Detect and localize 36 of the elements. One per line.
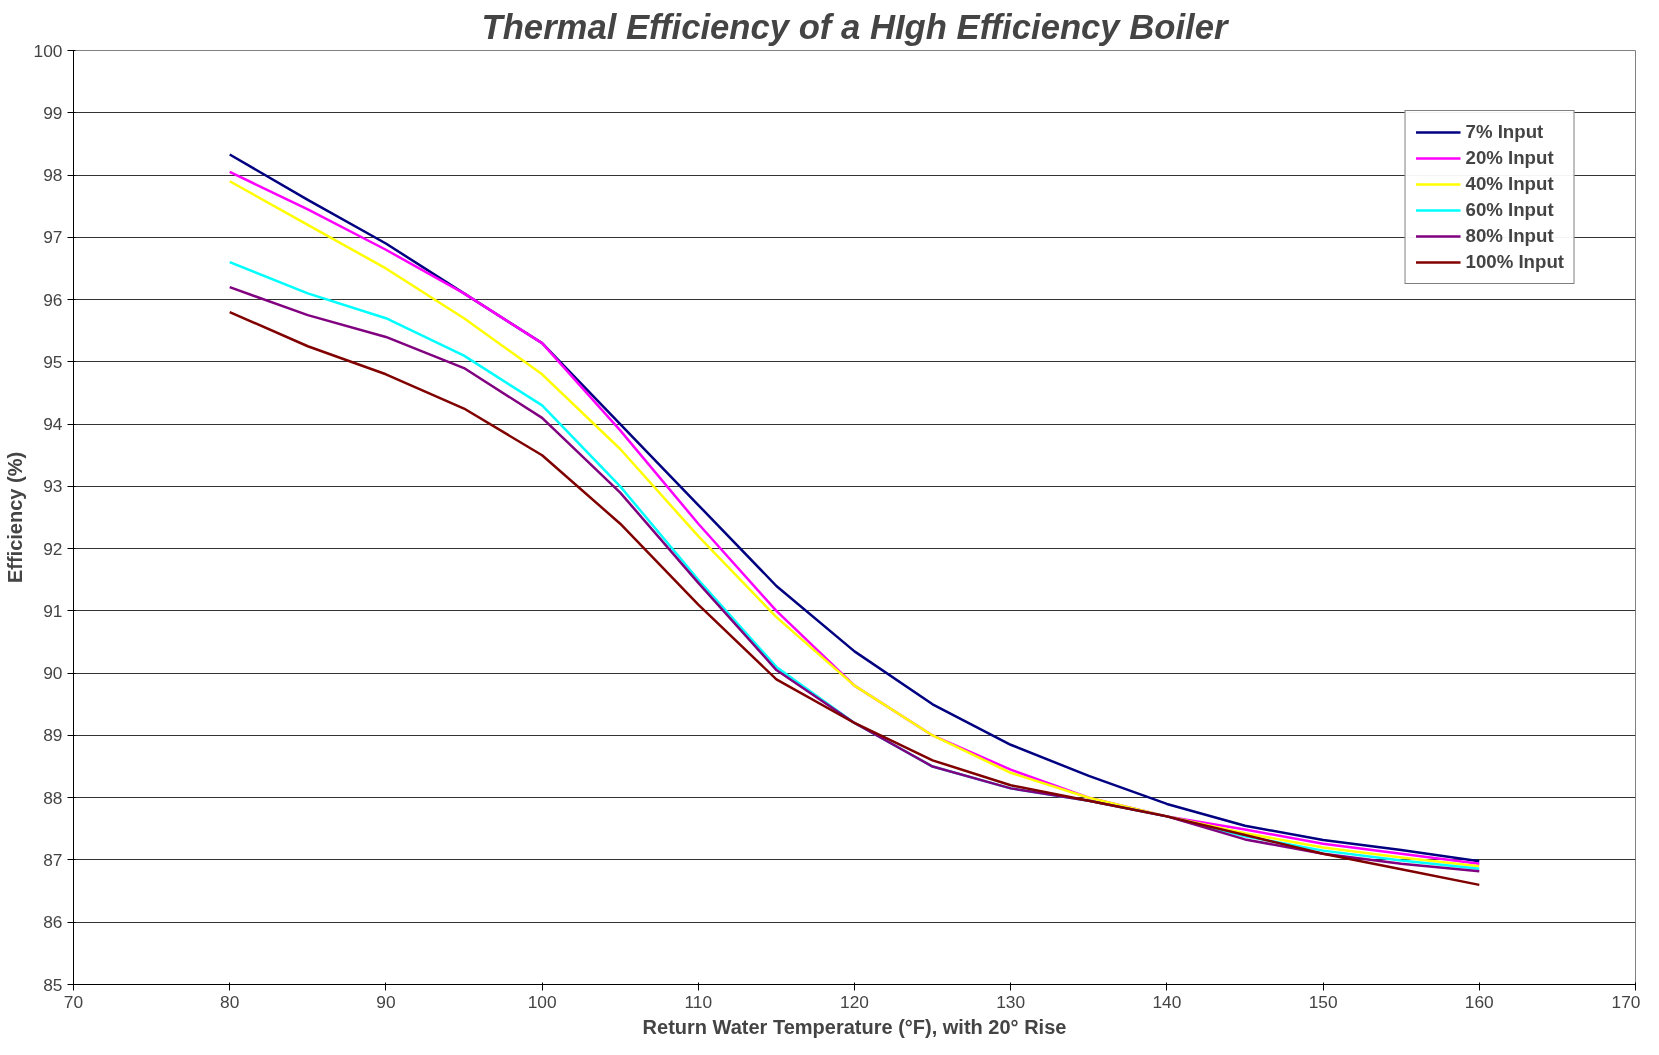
y-tick-label: 87 xyxy=(43,849,63,870)
x-tick-label: 80 xyxy=(220,991,240,1012)
x-tick-label: 90 xyxy=(376,991,396,1012)
x-axis-title: Return Water Temperature (°F), with 20° Rise xyxy=(642,1015,1067,1038)
y-tick-label: 86 xyxy=(43,912,63,933)
chart-title: Thermal Efficiency of a HIgh Efficiency Boiler xyxy=(481,7,1230,46)
y-tick-label: 95 xyxy=(43,351,63,372)
legend-label: 60% Input xyxy=(1465,199,1554,221)
x-tick-label: 140 xyxy=(1152,991,1182,1012)
legend-label: 40% Input xyxy=(1465,173,1554,195)
y-tick-label: 91 xyxy=(43,600,63,621)
x-tick-label: 130 xyxy=(996,991,1026,1012)
y-tick-label: 93 xyxy=(43,476,63,497)
y-tick-label: 88 xyxy=(43,787,63,808)
y-tick-label: 98 xyxy=(43,165,63,186)
legend-label: 80% Input xyxy=(1465,225,1554,247)
x-tick-label: 150 xyxy=(1308,991,1338,1012)
y-tick-label: 97 xyxy=(43,227,63,248)
y-tick-label: 92 xyxy=(43,538,63,559)
y-tick-label: 94 xyxy=(43,414,63,435)
y-tick-label: 85 xyxy=(43,974,63,995)
y-tick-label: 96 xyxy=(43,289,63,310)
y-tick-label: 90 xyxy=(43,663,63,684)
x-tick-label: 170 xyxy=(1611,991,1641,1012)
y-tick-label: 100 xyxy=(33,40,63,61)
legend-label: 100% Input xyxy=(1465,251,1564,273)
x-tick-label: 110 xyxy=(684,991,713,1012)
legend-label: 20% Input xyxy=(1465,147,1554,169)
y-tick-label: 99 xyxy=(43,102,63,123)
x-tick-label: 120 xyxy=(840,991,869,1012)
y-tick-label: 89 xyxy=(43,725,63,746)
x-tick-label: 160 xyxy=(1464,991,1494,1012)
y-axis-title: Efficiency (%) xyxy=(3,451,26,584)
x-tick-label: 70 xyxy=(63,991,84,1012)
x-tick-label: 100 xyxy=(527,991,557,1012)
legend-label: 7% Input xyxy=(1465,121,1544,143)
